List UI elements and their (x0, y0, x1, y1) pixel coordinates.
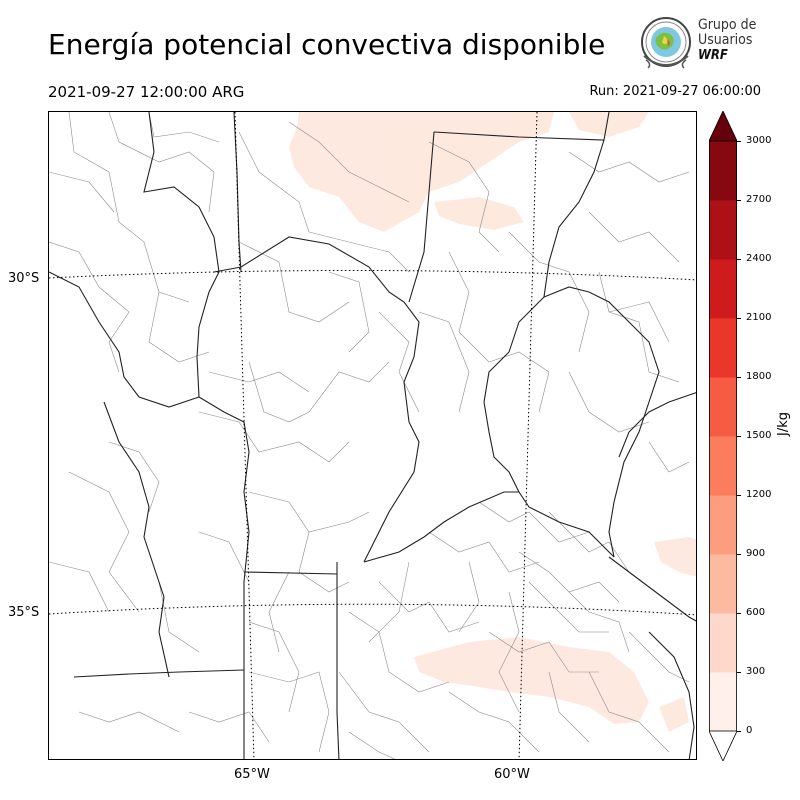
lon-label-65w: 65°W (234, 767, 270, 782)
colorbar-tick-label: 2700 (746, 194, 772, 205)
cape-shading (289, 112, 696, 732)
boundary-coast (608, 556, 696, 622)
province-boundaries (49, 112, 696, 759)
boundary-north-top (433, 112, 610, 141)
colorbar-extend-min (708, 730, 738, 762)
colorbar-tick-mark (737, 377, 741, 378)
colorbar-tick-label: 1800 (746, 371, 772, 382)
colorbar-graphic (708, 110, 738, 762)
colorbar-bin (709, 613, 737, 673)
colorbar-tick-label: 1500 (746, 430, 772, 441)
boundary-er-east (618, 392, 696, 458)
colorbar-extend-max (708, 110, 738, 142)
lat-label-30s: 30°S (8, 271, 40, 286)
colorbar-tick-label: 1200 (746, 489, 772, 500)
colorbar-tick-mark (737, 200, 741, 201)
colorbar-tick-label: 3000 (746, 135, 772, 146)
globe-seal-icon (641, 17, 691, 69)
boundary-cor-sl (243, 571, 338, 575)
boundary-lr-cat (143, 112, 220, 398)
cape-area-ne (569, 112, 649, 137)
colorbar-label: J/kg (776, 412, 791, 436)
cape-area-east (654, 537, 696, 577)
boundary-cat-tuc (233, 112, 242, 273)
colorbar-tick-label: 2100 (746, 312, 772, 323)
colorbar-bin (709, 318, 737, 378)
boundary-mz-south (73, 669, 245, 678)
colorbar-tick-mark (737, 495, 741, 496)
cape-area-se (659, 697, 689, 732)
colorbar-tick-label: 600 (746, 607, 766, 618)
graticule (49, 112, 696, 759)
department-boundaries (49, 112, 690, 759)
boundary-west-1 (49, 271, 200, 408)
boundary-sgo-sf (408, 131, 435, 303)
lat-label-35s: 35°S (8, 605, 40, 620)
colorbar-tick-mark (737, 318, 741, 319)
parallel-35s (49, 603, 696, 616)
map-canvas (49, 112, 696, 759)
cape-area-north (289, 112, 554, 232)
colorbar-outline (709, 140, 738, 732)
boundary-bsas-west (336, 562, 340, 759)
colorbar-bin (709, 259, 737, 319)
colorbar-bin (709, 141, 737, 201)
colorbar-bin (709, 495, 737, 555)
boundary-corr-er (543, 286, 660, 558)
boundary-sj-mz (198, 396, 250, 672)
logo-line-1: Grupo de (698, 17, 757, 33)
valid-time: 2021-09-27 12:00:00 ARG (48, 83, 245, 101)
colorbar-bin (709, 200, 737, 260)
meridian-60w (518, 112, 538, 759)
boundary-sf-ch (508, 139, 605, 353)
colorbar-tick-mark (737, 141, 741, 142)
colorbar-tick-mark (737, 731, 741, 732)
colorbar-bin (709, 436, 737, 496)
map-title: Energía potencial convectiva disponible (48, 28, 606, 61)
colorbar-tick-label: 300 (746, 666, 766, 677)
colorbar (708, 110, 738, 762)
lon-label-60w: 60°W (494, 767, 530, 782)
parallel-30s (49, 269, 696, 281)
logo-text: Grupo de Usuarios WRF (698, 17, 757, 64)
colorbar-tick-label: 900 (746, 548, 766, 559)
cape-area-south (414, 637, 649, 724)
wrf-logo: Grupo de Usuarios WRF (638, 16, 763, 72)
colorbar-tick-mark (737, 672, 741, 673)
colorbar-bin (709, 672, 737, 732)
colorbar-tick-mark (737, 554, 741, 555)
map-panel (48, 111, 697, 760)
boundary-sf-bsas (363, 491, 519, 563)
colorbar-bin (709, 377, 737, 437)
boundary-coast-2 (648, 631, 695, 759)
boundary-sgo-cor (213, 236, 420, 563)
boundary-er-sf (483, 351, 615, 558)
colorbar-tick-mark (737, 436, 741, 437)
colorbar-tick-mark (737, 613, 741, 614)
colorbar-tick-label: 0 (746, 725, 753, 736)
logo-line-2: Usuarios (698, 32, 753, 48)
cape-area-mid (434, 197, 524, 230)
colorbar-bin (709, 554, 737, 614)
colorbar-tick-label: 2400 (746, 253, 772, 264)
colorbar-tick-mark (737, 259, 741, 260)
boundary-west-2 (103, 401, 170, 678)
meridian-65w (234, 112, 255, 759)
logo-line-3: WRF (698, 48, 728, 63)
run-time: Run: 2021-09-27 06:00:00 (589, 84, 761, 99)
